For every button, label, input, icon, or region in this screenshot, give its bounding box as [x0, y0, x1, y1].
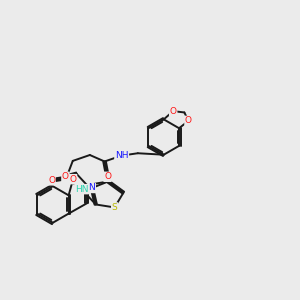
Text: O: O — [170, 106, 177, 116]
Text: O: O — [48, 176, 55, 185]
Text: HN: HN — [75, 185, 88, 194]
Text: N: N — [88, 184, 95, 193]
Text: NH: NH — [115, 151, 128, 160]
Text: O: O — [185, 116, 192, 125]
Text: S: S — [112, 203, 118, 212]
Text: O: O — [62, 172, 69, 181]
Text: O: O — [104, 172, 111, 181]
Text: O: O — [70, 175, 76, 184]
